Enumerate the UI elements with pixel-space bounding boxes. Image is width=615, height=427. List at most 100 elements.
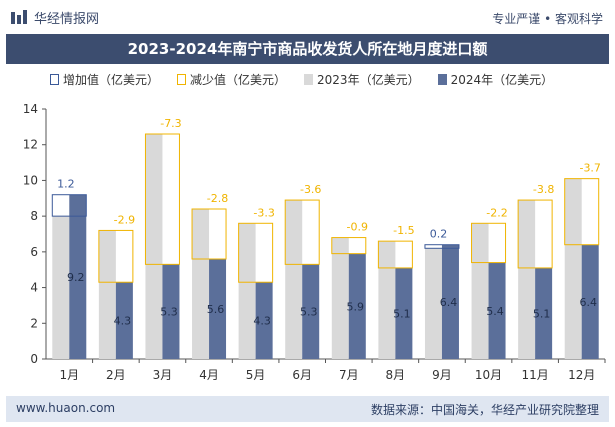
bar-2023 bbox=[378, 241, 396, 359]
bar-2024 bbox=[115, 282, 133, 359]
legend-label-decrease: 减少值（亿美元） bbox=[190, 73, 287, 87]
change-label: -7.3 bbox=[160, 117, 181, 130]
bar-2023 bbox=[471, 223, 489, 359]
value-label: 6.4 bbox=[579, 296, 597, 309]
x-tick-label: 12月 bbox=[568, 368, 595, 382]
legend-swatch-2024 bbox=[437, 74, 447, 85]
decrease-box bbox=[471, 222, 507, 264]
bar-2023 bbox=[518, 200, 536, 359]
change-label: -3.7 bbox=[579, 162, 600, 175]
decrease-box bbox=[377, 240, 413, 269]
value-label: 5.9 bbox=[347, 300, 365, 313]
y-tick-label: 4 bbox=[30, 281, 38, 295]
bar-2023 bbox=[331, 237, 349, 359]
change-label: -1.5 bbox=[393, 224, 414, 237]
decrease-box bbox=[331, 237, 367, 255]
bar-2023 bbox=[424, 248, 442, 359]
x-tick-label: 2月 bbox=[106, 368, 126, 382]
value-label: 4.3 bbox=[114, 315, 132, 328]
bar-2024 bbox=[162, 264, 180, 359]
decrease-box bbox=[284, 199, 320, 265]
increase-box bbox=[424, 244, 460, 249]
x-tick-label: 11月 bbox=[521, 368, 548, 382]
legend-item-increase: 增加值（亿美元） bbox=[50, 71, 159, 88]
bar-2024 bbox=[209, 259, 227, 359]
bar-2023 bbox=[192, 209, 210, 359]
change-label: -2.9 bbox=[114, 213, 135, 226]
logo-icon bbox=[11, 9, 27, 24]
x-tick-label: 7月 bbox=[339, 368, 359, 382]
y-tick-label: 2 bbox=[30, 316, 38, 330]
legend-swatch-increase bbox=[50, 74, 59, 85]
bar-2024 bbox=[581, 244, 599, 359]
y-tick-label: 0 bbox=[30, 352, 38, 366]
legend: 增加值（亿美元） 减少值（亿美元） 2023年（亿美元） 2024年（亿美元） bbox=[50, 71, 553, 88]
y-tick-label: 8 bbox=[30, 209, 38, 223]
bar-2024 bbox=[302, 264, 320, 359]
legend-item-2024: 2024年（亿美元） bbox=[437, 71, 554, 88]
x-tick-label: 4月 bbox=[199, 368, 219, 382]
bar-2023 bbox=[145, 134, 163, 359]
decrease-box bbox=[98, 229, 134, 283]
x-tick-label: 1月 bbox=[59, 368, 79, 382]
value-label: 5.3 bbox=[300, 306, 318, 319]
brand: 华经情报网 bbox=[10, 8, 99, 27]
bar-2024 bbox=[255, 282, 273, 359]
decrease-box bbox=[144, 133, 180, 265]
legend-item-decrease: 减少值（亿美元） bbox=[177, 71, 286, 88]
source-text: 中国海关，华经产业研究院整理 bbox=[430, 403, 599, 417]
website-link[interactable]: www.huaon.com bbox=[16, 401, 116, 415]
change-label: -2.8 bbox=[207, 192, 228, 205]
change-label: -2.2 bbox=[486, 206, 507, 219]
legend-label-2023: 2023年（亿美元） bbox=[317, 73, 420, 87]
footer: www.huaon.com 数据来源：中国海关，华经产业研究院整理 bbox=[6, 396, 609, 422]
bar-chart: 0 2 4 6 8 10 12 14 1.2 9.2 1月 -2.9 4.3 2月 -7.3 5.3 3月 -2.… bbox=[23, 102, 606, 382]
value-label: 4.3 bbox=[253, 315, 271, 328]
change-label: -3.3 bbox=[253, 206, 274, 219]
bar-2024 bbox=[395, 267, 413, 359]
x-tick-label: 8月 bbox=[386, 368, 406, 382]
x-tick-label: 3月 bbox=[153, 368, 173, 382]
bar-2023 bbox=[52, 216, 70, 359]
bar-2023 bbox=[98, 230, 116, 359]
bar-2024 bbox=[441, 244, 459, 359]
chart-title: 2023-2024年南宁市商品收发货人所在地月度进口额 bbox=[127, 40, 488, 58]
decrease-box bbox=[517, 199, 553, 269]
change-label: 1.2 bbox=[57, 178, 75, 191]
y-tick-label: 10 bbox=[23, 173, 38, 187]
change-label: -3.6 bbox=[300, 183, 321, 196]
x-tick-label: 6月 bbox=[292, 368, 312, 382]
legend-label-2024: 2024年（亿美元） bbox=[450, 73, 554, 87]
title-bar: 2023-2024年南宁市商品收发货人所在地月度进口额 bbox=[6, 34, 609, 64]
legend-label-increase: 增加值（亿美元） bbox=[63, 73, 160, 87]
value-label: 6.4 bbox=[440, 296, 458, 309]
slogan: 专业严谨 • 客观科学 bbox=[492, 12, 603, 26]
x-tick-label: 10月 bbox=[475, 368, 502, 382]
x-tick-label: 5月 bbox=[246, 368, 266, 382]
brand-name: 华经情报网 bbox=[34, 12, 100, 27]
legend-item-2023: 2023年（亿美元） bbox=[304, 71, 420, 88]
value-label: 5.6 bbox=[207, 303, 225, 316]
decrease-box bbox=[191, 208, 227, 260]
change-label: -3.8 bbox=[533, 183, 554, 196]
legend-swatch-2023 bbox=[304, 74, 314, 85]
y-tick-label: 14 bbox=[23, 102, 38, 116]
decrease-box bbox=[238, 222, 274, 283]
bar-2024 bbox=[69, 194, 87, 359]
data-source: 数据来源：中国海关，华经产业研究院整理 bbox=[371, 401, 599, 418]
bar-2024 bbox=[488, 262, 506, 359]
value-label: 5.1 bbox=[533, 307, 551, 320]
bar-2024 bbox=[348, 253, 366, 359]
top-bar: 华经情报网 专业严谨 • 客观科学 bbox=[0, 0, 615, 34]
value-label: 5.1 bbox=[393, 307, 411, 320]
decrease-box bbox=[564, 178, 600, 246]
source-label: 数据来源： bbox=[370, 403, 431, 417]
y-tick-label: 6 bbox=[30, 245, 38, 259]
value-label: 5.4 bbox=[486, 305, 504, 318]
change-label: -0.9 bbox=[347, 221, 368, 234]
bar-2023 bbox=[238, 223, 256, 359]
increase-box bbox=[51, 194, 87, 217]
legend-swatch-decrease bbox=[177, 74, 187, 85]
change-label: 0.2 bbox=[430, 228, 448, 241]
